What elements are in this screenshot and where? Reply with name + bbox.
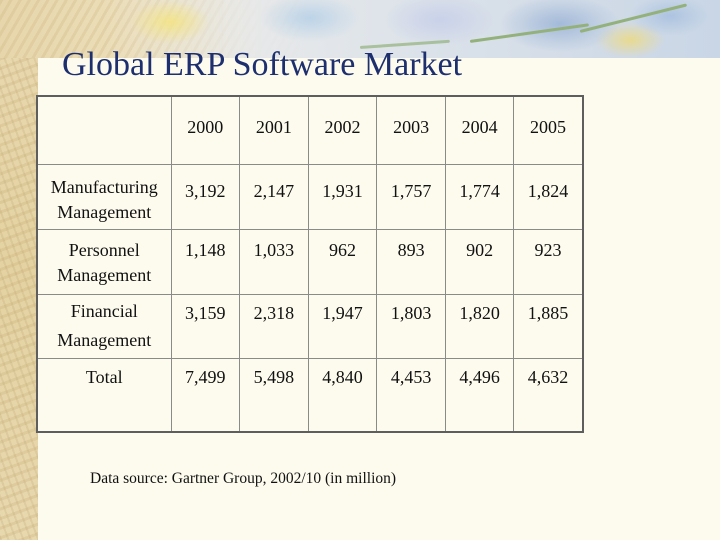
row-label: Financial Management bbox=[36, 293, 172, 359]
header-row: 2000 2001 2002 2003 2004 2005 bbox=[36, 95, 584, 165]
row-label: Manufacturing Management bbox=[36, 163, 172, 230]
table-cell: 2,318 bbox=[239, 293, 309, 359]
table-cell: 893 bbox=[376, 228, 446, 295]
table-cell: 923 bbox=[513, 228, 584, 295]
table-cell: 1,033 bbox=[239, 228, 309, 295]
table-cell: 1,947 bbox=[307, 293, 378, 359]
year-header: 2003 bbox=[376, 95, 446, 165]
year-header: 2005 bbox=[513, 95, 584, 165]
table-row: Manufacturing Management 3,192 2,147 1,9… bbox=[36, 163, 584, 230]
table-cell: 1,824 bbox=[513, 163, 584, 230]
leaf-decoration bbox=[579, 3, 688, 33]
year-header: 2002 bbox=[307, 95, 378, 165]
table-cell: 1,820 bbox=[444, 293, 515, 359]
table-cell: 1,774 bbox=[444, 163, 515, 230]
corner-cell bbox=[36, 95, 172, 165]
table-cell: 962 bbox=[307, 228, 378, 295]
year-header: 2001 bbox=[239, 95, 309, 165]
year-header: 2000 bbox=[170, 95, 241, 165]
row-label: Total bbox=[36, 357, 172, 433]
floral-banner bbox=[110, 0, 720, 58]
table-cell: 3,159 bbox=[170, 293, 241, 359]
table-cell: 1,885 bbox=[513, 293, 584, 359]
table-cell: 5,498 bbox=[239, 357, 309, 433]
table-cell: 1,757 bbox=[376, 163, 446, 230]
year-header: 2004 bbox=[444, 95, 515, 165]
table-cell: 902 bbox=[444, 228, 515, 295]
table-cell: 7,499 bbox=[170, 357, 241, 433]
data-source-note: Data source: Gartner Group, 2002/10 (in … bbox=[90, 470, 397, 487]
table-cell: 2,147 bbox=[239, 163, 309, 230]
table-row: Financial Management 3,159 2,318 1,947 1… bbox=[36, 293, 584, 359]
table-row: Personnel Management 1,148 1,033 962 893… bbox=[36, 228, 584, 295]
table-cell: 1,148 bbox=[170, 228, 241, 295]
row-label: Personnel Management bbox=[36, 228, 172, 295]
table-cell: 1,803 bbox=[376, 293, 446, 359]
erp-market-table: 2000 2001 2002 2003 2004 2005 Manufactur… bbox=[36, 95, 584, 433]
table-cell: 1,931 bbox=[307, 163, 378, 230]
left-texture-strip bbox=[0, 0, 38, 540]
slide-title: Global ERP Software Market bbox=[62, 46, 463, 83]
table-cell: 4,453 bbox=[376, 357, 446, 433]
table-cell: 4,496 bbox=[444, 357, 515, 433]
table-row: Total 7,499 5,498 4,840 4,453 4,496 4,63… bbox=[36, 357, 584, 433]
table-cell: 4,840 bbox=[307, 357, 378, 433]
table-cell: 4,632 bbox=[513, 357, 584, 433]
table-cell: 3,192 bbox=[170, 163, 241, 230]
leaf-decoration bbox=[469, 23, 590, 43]
